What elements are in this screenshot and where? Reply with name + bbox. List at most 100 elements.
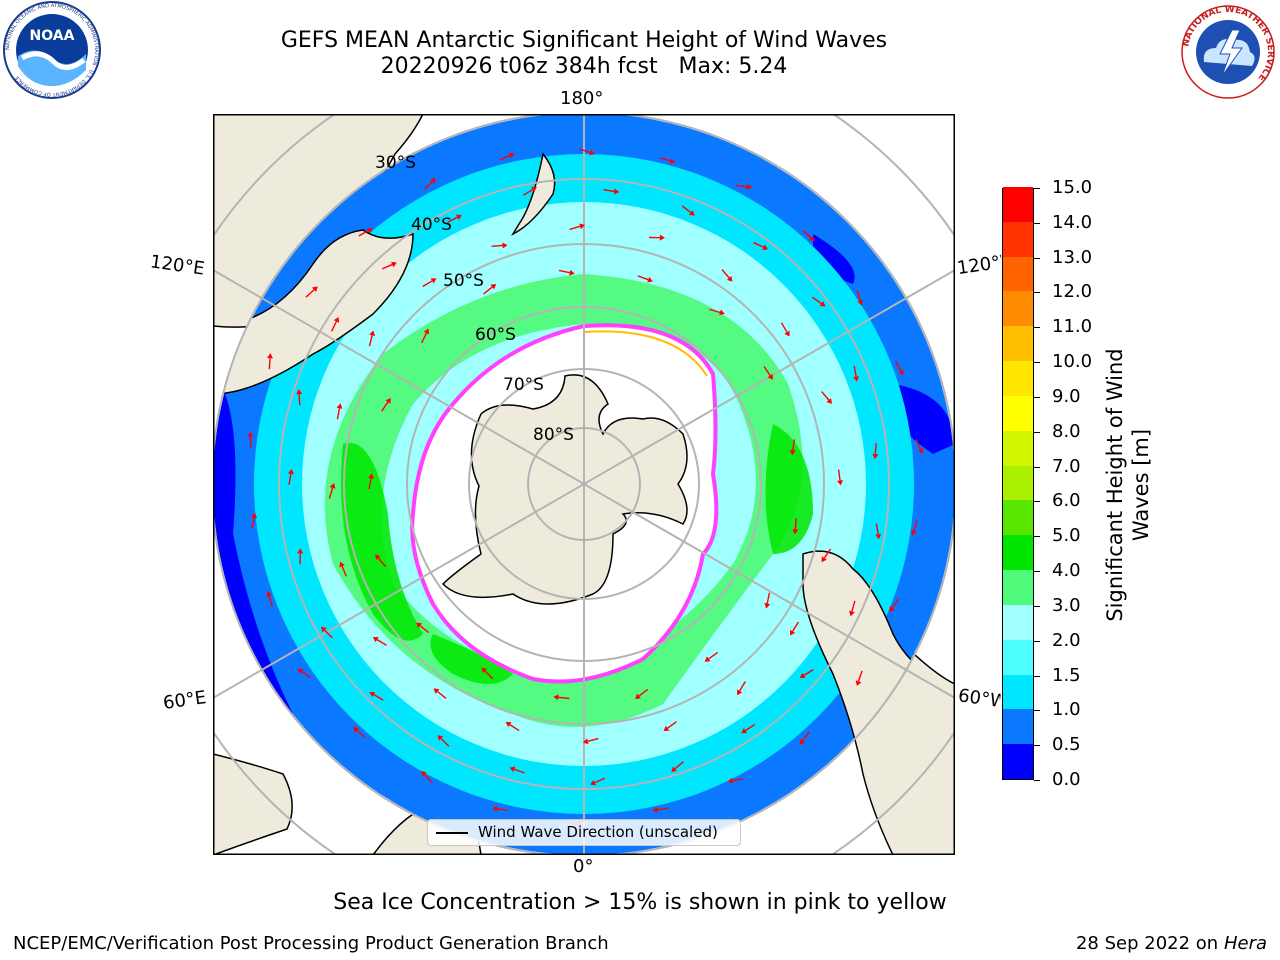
wind-wave-arrow bbox=[377, 557, 386, 567]
wind-wave-arrow-head bbox=[502, 242, 508, 249]
colorbar-tick-label: 1.0 bbox=[1052, 699, 1081, 721]
colorbar-segment bbox=[1003, 395, 1033, 431]
wind-wave-arrow-head bbox=[492, 805, 498, 812]
map-legend: Wind Wave Direction (unscaled) bbox=[427, 819, 741, 846]
colorbar-tick-label: 0.0 bbox=[1052, 769, 1081, 790]
wind-wave-arrow bbox=[745, 723, 756, 732]
wind-wave-arrow-head bbox=[333, 316, 340, 323]
wind-wave-arrow bbox=[509, 724, 520, 732]
wind-wave-arrow bbox=[268, 595, 273, 607]
lat-label-70s: 70°S bbox=[503, 375, 544, 395]
wind-wave-arrow-head bbox=[590, 779, 596, 786]
colorbar-segment bbox=[1003, 569, 1033, 605]
wind-wave-arrow-head bbox=[368, 473, 375, 479]
colorbar-tick-mark bbox=[1034, 745, 1040, 747]
colorbar-tick-label: 13.0 bbox=[1052, 246, 1093, 268]
wind-wave-arrow-head bbox=[872, 453, 879, 460]
wind-wave-arrow bbox=[709, 308, 721, 314]
credit-branch: NCEP/EMC/Verification Post Processing Pr… bbox=[13, 933, 609, 954]
wind-wave-arrow-head bbox=[369, 330, 376, 337]
colorbar-tick-label: 9.0 bbox=[1052, 385, 1081, 407]
wind-wave-arrow bbox=[874, 443, 877, 455]
wind-wave-arrow-head bbox=[809, 235, 815, 242]
wind-wave-arrow bbox=[268, 358, 271, 370]
wind-wave-arrow-head bbox=[635, 693, 641, 700]
colorbar-tick-mark bbox=[1034, 501, 1040, 503]
wind-wave-arrow-head bbox=[727, 777, 734, 784]
svg-text:NOAA: NOAA bbox=[30, 28, 75, 44]
wind-wave-arrow-head bbox=[579, 223, 585, 230]
colorbar-tick-mark bbox=[1034, 292, 1040, 294]
wind-wave-arrow-head bbox=[375, 554, 381, 560]
wind-wave-arrow bbox=[419, 625, 430, 634]
wind-wave-arrow-head bbox=[726, 275, 733, 282]
wind-wave-arrow-head bbox=[509, 766, 516, 773]
lon-label-120e: 120°E bbox=[148, 251, 206, 280]
wind-wave-arrow-head bbox=[719, 309, 725, 316]
wind-wave-arrow bbox=[423, 774, 433, 784]
wind-wave-arrow-head bbox=[352, 726, 359, 733]
wind-wave-arrow bbox=[851, 600, 856, 612]
wind-wave-arrow bbox=[381, 401, 389, 412]
wind-wave-arrow bbox=[579, 148, 591, 154]
wind-wave-arrow bbox=[483, 286, 493, 295]
wind-wave-arrow bbox=[341, 565, 347, 577]
wind-wave-arrow bbox=[915, 439, 922, 450]
colorbar-segment bbox=[1003, 465, 1033, 501]
wind-wave-arrow-head bbox=[688, 210, 695, 216]
wind-wave-arrow bbox=[811, 296, 822, 305]
wind-wave-arrow bbox=[499, 154, 511, 161]
wind-wave-arrow-head bbox=[737, 689, 743, 696]
wind-wave-arrow bbox=[569, 225, 581, 231]
wind-wave-arrow bbox=[659, 157, 671, 162]
wind-wave-arrow bbox=[484, 670, 494, 680]
wind-wave-arrow-head bbox=[287, 468, 294, 475]
wind-wave-arrow-head bbox=[553, 694, 559, 701]
colorbar-segment bbox=[1003, 534, 1033, 571]
colorbar-tick-label: 3.0 bbox=[1052, 594, 1081, 616]
wind-wave-arrow bbox=[421, 332, 428, 344]
colorbar-tick-label: 14.0 bbox=[1052, 211, 1093, 233]
wind-wave-arrow bbox=[368, 335, 373, 347]
wind-wave-arrow-head bbox=[391, 261, 397, 268]
lon-label-60w: 60°W bbox=[956, 685, 1002, 712]
colorbar-tick-mark bbox=[1034, 536, 1040, 538]
wind-wave-arrow bbox=[792, 621, 800, 632]
colorbar-tick-label: 2.0 bbox=[1052, 629, 1081, 651]
wind-wave-arrow bbox=[913, 520, 918, 531]
lat-label-80s: 80°S bbox=[533, 425, 574, 445]
legend-label: Wind Wave Direction (unscaled) bbox=[478, 823, 718, 841]
wind-wave-arrow-head bbox=[455, 214, 462, 220]
wind-wave-arrow-head bbox=[652, 806, 658, 813]
colorbar-segment bbox=[1003, 360, 1033, 396]
wind-wave-arrow-head bbox=[421, 770, 427, 777]
wind-wave-arrow-head bbox=[671, 766, 677, 772]
wind-wave-arrow bbox=[358, 230, 369, 237]
colorbar-tick-mark bbox=[1034, 257, 1040, 259]
wind-wave-arrow bbox=[558, 269, 570, 274]
wind-wave-arrow bbox=[522, 188, 533, 196]
wind-wave-arrow-head bbox=[898, 369, 904, 376]
wind-wave-arrow bbox=[802, 731, 810, 742]
lat-label-50s: 50°S bbox=[443, 271, 484, 291]
noaa-logo: NOAA NATIONAL OCEANIC AND ATMOSPHERIC AD… bbox=[0, 0, 104, 104]
wind-wave-arrow-head bbox=[433, 688, 440, 694]
wind-wave-arrow bbox=[708, 651, 719, 660]
wind-wave-arrow-head bbox=[767, 373, 773, 380]
wind-wave-arrow bbox=[638, 688, 649, 697]
nws-logo: NATIONAL WEATHER SERVICE bbox=[1178, 4, 1278, 100]
wind-wave-arrow-head bbox=[430, 278, 437, 284]
colorbar-segment bbox=[1003, 674, 1033, 710]
wind-wave-arrow bbox=[721, 269, 730, 279]
wind-wave-arrow-head bbox=[320, 626, 327, 633]
wind-wave-arrow bbox=[681, 205, 692, 214]
wind-wave-arrow bbox=[305, 289, 315, 298]
wind-wave-arrow bbox=[491, 244, 503, 248]
colorbar-segment bbox=[1003, 639, 1033, 675]
wind-wave-arrow-head bbox=[837, 480, 844, 486]
wind-wave-arrow bbox=[780, 322, 788, 333]
wind-wave-arrow-head bbox=[267, 353, 274, 359]
wind-wave-arrow-head bbox=[589, 149, 596, 156]
wind-wave-arrow bbox=[637, 275, 649, 281]
wind-wave-arrow-head bbox=[266, 591, 272, 598]
